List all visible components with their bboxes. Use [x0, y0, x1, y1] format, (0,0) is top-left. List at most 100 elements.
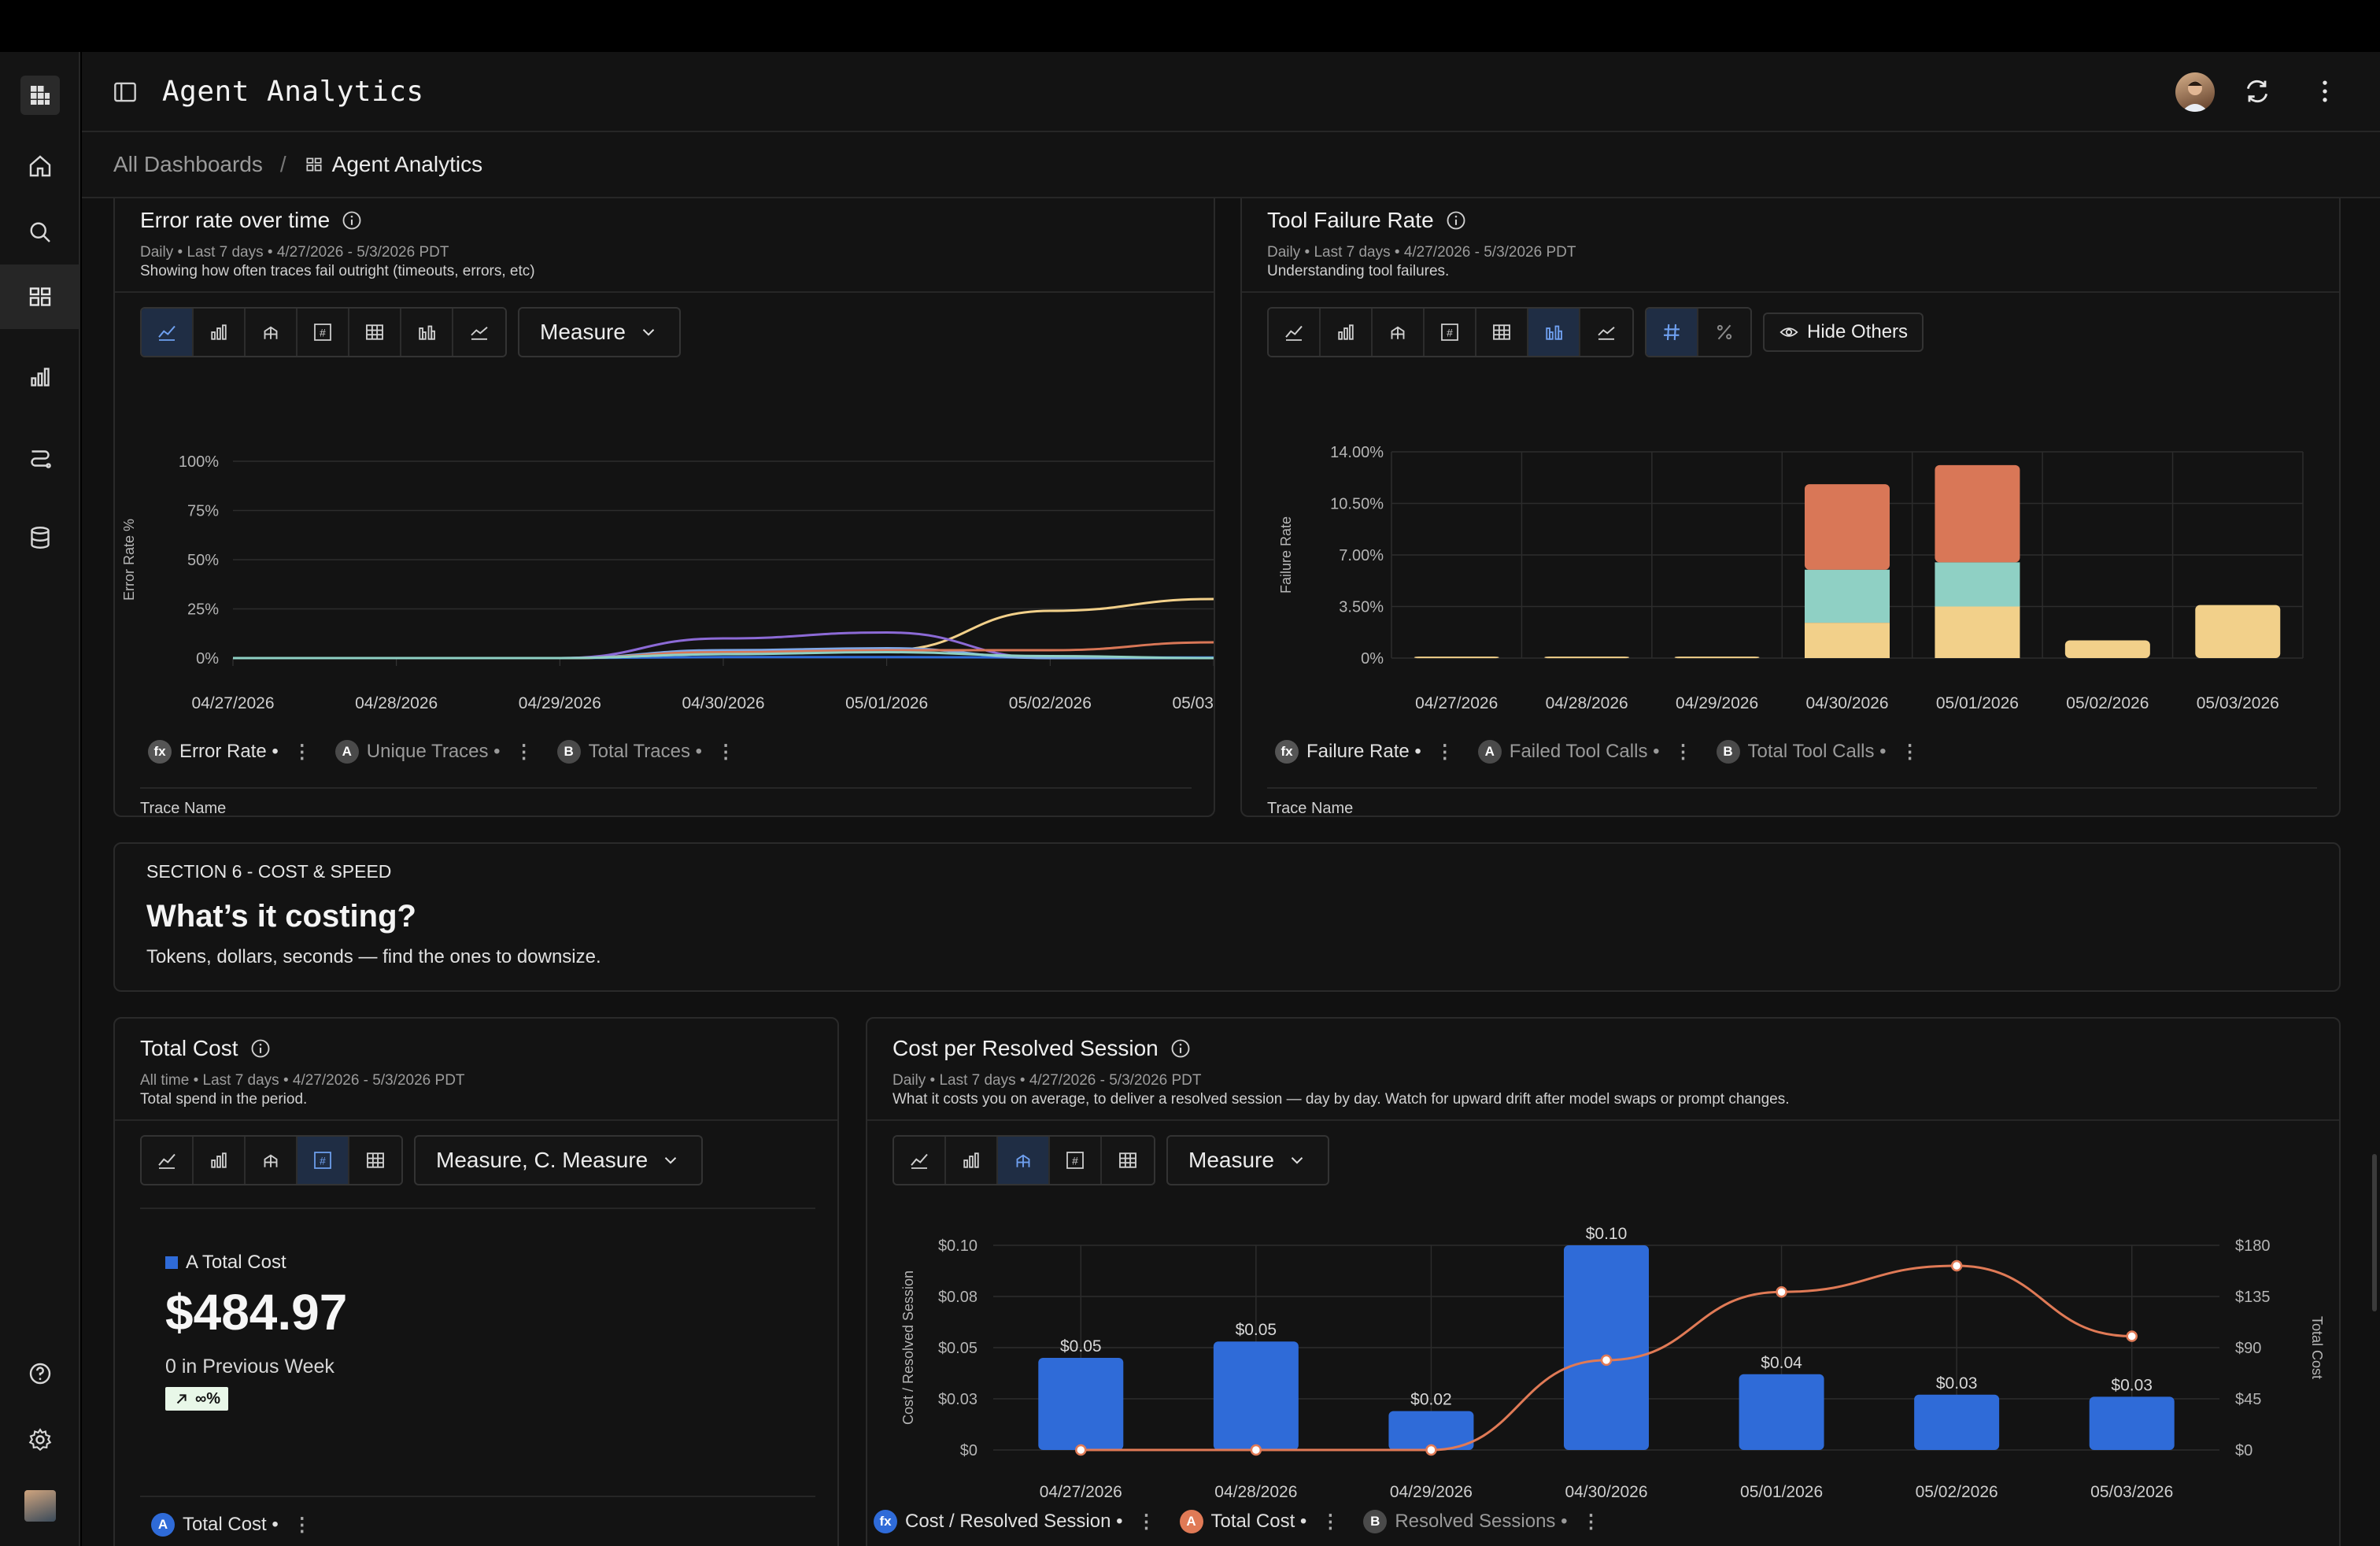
avatar[interactable]: [2175, 72, 2215, 112]
number-button[interactable]: #: [1425, 309, 1476, 356]
section-header: SECTION 6 - COST & SPEED What’s it costi…: [113, 842, 2341, 992]
grid-icon: [20, 76, 60, 115]
bar: [1388, 1411, 1474, 1450]
measure-failed-tool-calls[interactable]: A Failed Tool Calls •: [1477, 740, 1660, 764]
svg-text:#: #: [320, 327, 326, 339]
measure-dropdown[interactable]: Measure, C. Measure: [414, 1135, 704, 1185]
more-options-button[interactable]: [2309, 76, 2341, 111]
bar-segment: [1414, 656, 1499, 659]
measure-menu-button[interactable]: ⋮: [1581, 1511, 1601, 1533]
divider: [140, 1208, 815, 1209]
number-button[interactable]: #: [298, 1137, 349, 1184]
measure-total-cost[interactable]: A Total Cost •: [1179, 1510, 1306, 1533]
breadcrumb: All Dashboards / Agent Analytics: [82, 132, 2380, 198]
bar-chart-icon: [1338, 324, 1354, 340]
y2-tick-label: $135: [2235, 1289, 2271, 1306]
stacked-bar-button[interactable]: [246, 309, 298, 356]
app-switcher-button[interactable]: [0, 63, 80, 128]
measure-resolved-sessions[interactable]: B Resolved Sessions •: [1363, 1510, 1568, 1533]
toggle-sidebar-button[interactable]: [110, 77, 140, 111]
percent-values-button[interactable]: [1698, 309, 1750, 356]
stacked-bar-button[interactable]: [246, 1137, 298, 1184]
measure-menu-button[interactable]: ⋮: [1136, 1511, 1156, 1533]
bar-chart-button[interactable]: [194, 1137, 246, 1184]
measure-dropdown[interactable]: Measure: [1166, 1135, 1329, 1185]
tool-failure-card: Tool Failure Rate Daily • Last 7 days • …: [1240, 198, 2341, 817]
x-tick-label: 04/29/2026: [519, 694, 601, 712]
number-button[interactable]: #: [1050, 1137, 1102, 1184]
line-point: [1600, 1354, 1613, 1367]
measure-menu-button[interactable]: ⋮: [716, 741, 736, 763]
measure-unique-traces[interactable]: A Unique Traces •: [334, 740, 501, 764]
svg-text:#: #: [1447, 327, 1453, 339]
page-title: Agent Analytics: [162, 76, 424, 108]
line-chart-button[interactable]: [894, 1137, 946, 1184]
card-description: Total spend in the period.: [140, 1091, 308, 1108]
area-chart-button[interactable]: [1580, 309, 1632, 356]
x-tick-label: 04/30/2026: [1565, 1483, 1647, 1501]
stacked-bar-button[interactable]: [1373, 309, 1425, 356]
line-chart-button[interactable]: [142, 1137, 194, 1184]
info-icon[interactable]: [1445, 209, 1467, 231]
table-button[interactable]: [349, 1137, 401, 1184]
info-icon[interactable]: [341, 209, 363, 231]
card-title-text: Error rate over time: [140, 208, 331, 232]
sidebar-item-home[interactable]: [0, 134, 80, 198]
card-description: What it costs you on average, to deliver…: [893, 1091, 1790, 1108]
line-chart-button[interactable]: [1269, 309, 1321, 356]
grouped-bar-button[interactable]: [401, 309, 453, 356]
bar-chart-button[interactable]: [194, 309, 246, 356]
sidebar-item-charts[interactable]: [0, 345, 80, 409]
grouped-bar-button[interactable]: [1528, 309, 1580, 356]
area-chart-button[interactable]: [453, 309, 505, 356]
sidebar-item-flows[interactable]: [0, 425, 80, 490]
kpi-label: A Total Cost: [165, 1252, 286, 1274]
sidebar-item-database[interactable]: [0, 505, 80, 570]
info-icon[interactable]: [1170, 1037, 1192, 1060]
measure-total-cost[interactable]: A Total Cost •: [151, 1513, 279, 1537]
sidebar-item-help[interactable]: [0, 1341, 80, 1406]
measure-menu-button[interactable]: ⋮: [1900, 741, 1920, 763]
measure-dropdown[interactable]: Measure: [518, 307, 681, 357]
measure-failure-rate[interactable]: fx Failure Rate •: [1275, 740, 1421, 764]
sidebar-item-search[interactable]: [0, 200, 80, 264]
measure-total-tool-calls[interactable]: B Total Tool Calls •: [1716, 740, 1887, 764]
measure-list: fx Failure Rate • ⋮ A Failed Tool Calls • …: [1275, 740, 1943, 764]
number-button[interactable]: #: [298, 309, 349, 356]
table-icon: [367, 1152, 384, 1168]
absolute-values-button[interactable]: [1646, 309, 1698, 356]
measure-error-rate[interactable]: fx Error Rate •: [148, 740, 279, 764]
sidebar-user-avatar[interactable]: [0, 1474, 80, 1538]
measure-badge: B: [1363, 1510, 1388, 1533]
x-tick-label: 05/01/2026: [1936, 694, 2019, 712]
sidebar-item-settings[interactable]: [0, 1407, 80, 1472]
bar-chart-button[interactable]: [946, 1137, 998, 1184]
measure-cost-per-session[interactable]: fx Cost / Resolved Session •: [874, 1510, 1123, 1533]
bar-chart-icon: [211, 324, 227, 340]
breadcrumb-root-link[interactable]: All Dashboards: [113, 152, 263, 176]
info-icon[interactable]: [249, 1037, 272, 1060]
y-tick-label: 100%: [179, 453, 219, 471]
x-tick-label: 05/01/2026: [845, 694, 928, 712]
measure-menu-button[interactable]: ⋮: [514, 741, 534, 763]
chart-toolbar: # Measure, C. Measure: [140, 1135, 704, 1185]
bar-chart-button[interactable]: [1321, 309, 1373, 356]
y-tick-label: 3.50%: [1339, 599, 1384, 616]
measure-menu-button[interactable]: ⋮: [292, 741, 312, 763]
hide-others-button[interactable]: Hide Others: [1763, 313, 1924, 352]
y-tick-label: 0%: [1361, 650, 1384, 668]
measure-menu-button[interactable]: ⋮: [1673, 741, 1693, 763]
measure-total-traces[interactable]: B Total Traces •: [556, 740, 702, 764]
scrollbar-thumb[interactable]: [2372, 1154, 2377, 1311]
table-button[interactable]: [349, 309, 401, 356]
table-button[interactable]: [1476, 309, 1528, 356]
refresh-button[interactable]: [2241, 76, 2273, 111]
measure-menu-button[interactable]: ⋮: [1321, 1511, 1340, 1533]
table-button[interactable]: [1102, 1137, 1154, 1184]
combo-chart-button[interactable]: [998, 1137, 1050, 1184]
line-chart-button[interactable]: [142, 309, 194, 356]
measure-menu-button[interactable]: ⋮: [292, 1514, 312, 1536]
measure-menu-button[interactable]: ⋮: [1435, 741, 1454, 763]
y-tick-label: 0%: [196, 650, 219, 668]
sidebar-item-dashboards[interactable]: [0, 264, 80, 329]
